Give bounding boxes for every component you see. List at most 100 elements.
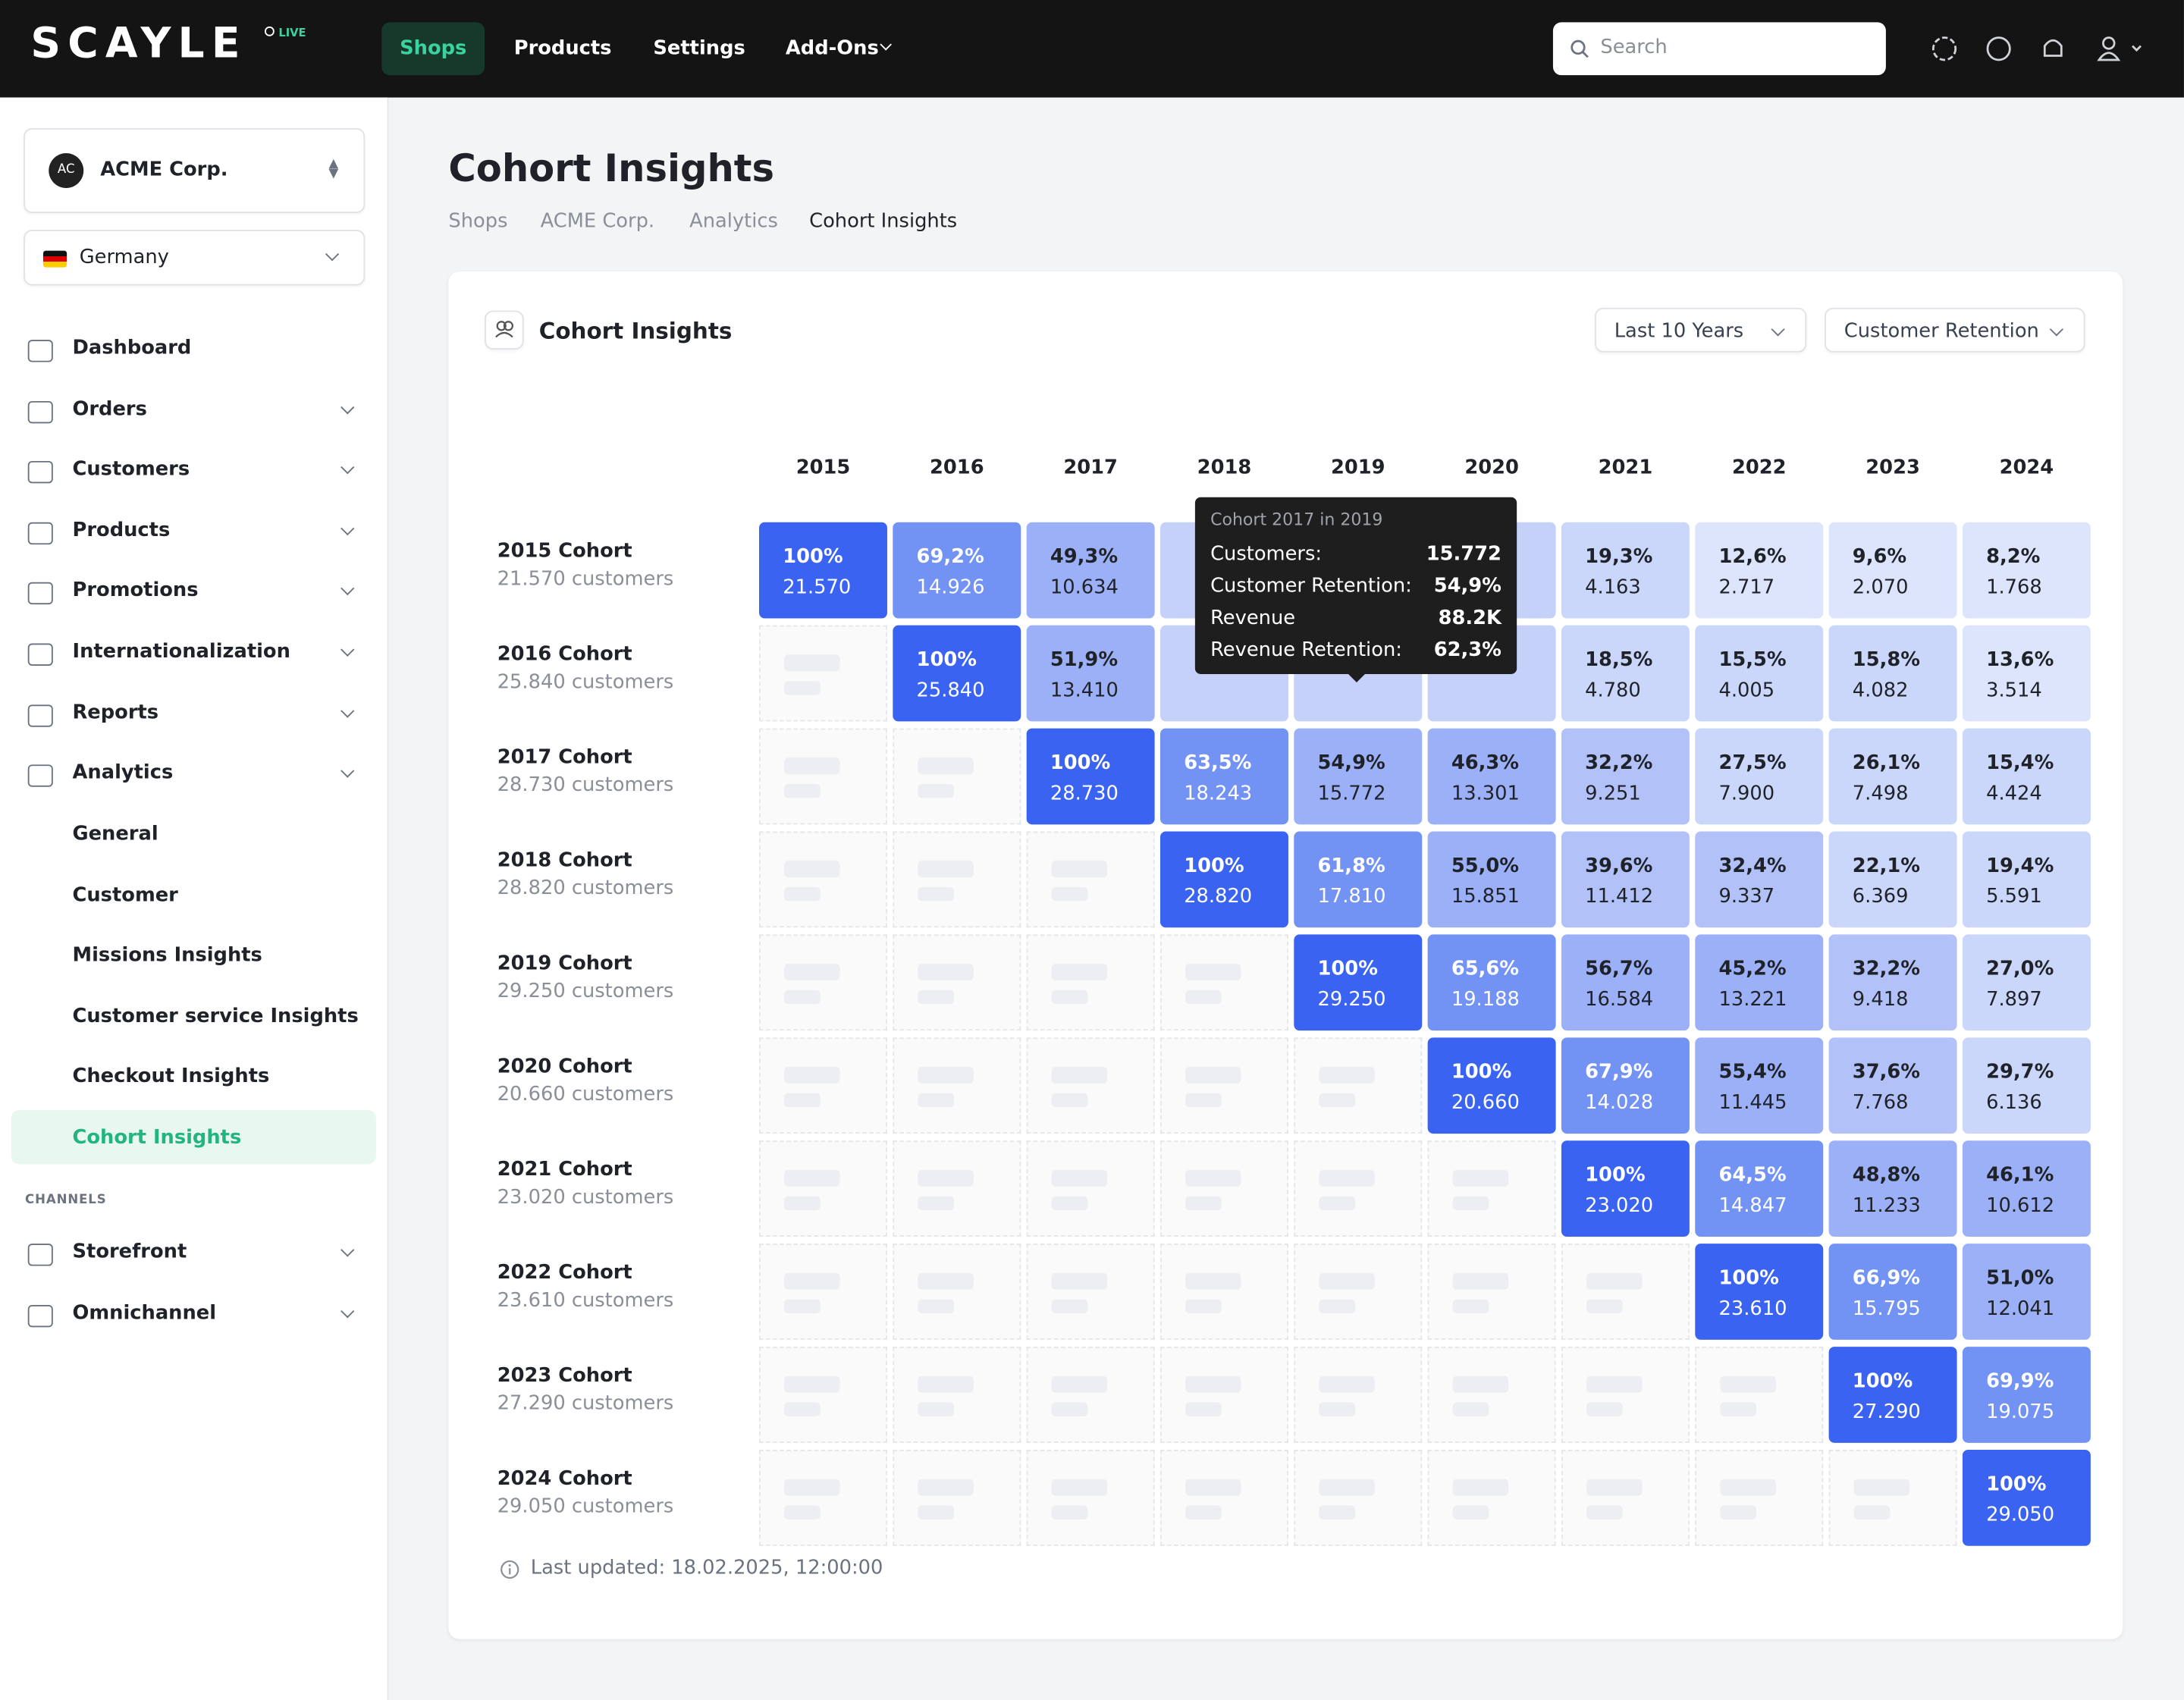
nav-item[interactable]: Promotions (72, 579, 199, 603)
cohort-cell[interactable]: 100% 23.610 (1695, 1244, 1824, 1340)
cohort-cell[interactable]: 49,3% 10.634 (1026, 522, 1155, 619)
country-select[interactable]: Germany (24, 230, 366, 286)
cohort-cell[interactable]: 100% 29.050 (1962, 1450, 2091, 1546)
cohort-cell[interactable]: 64,5% 14.847 (1695, 1140, 1824, 1237)
cohort-cell[interactable]: 55,4% 11.445 (1695, 1037, 1824, 1134)
cohort-cell[interactable]: 22,1% 6.369 (1828, 831, 1957, 928)
retention-pct: 46,3% (1451, 751, 1520, 775)
logo[interactable]: SCAYLE (30, 19, 247, 68)
cohort-cell[interactable]: 26,1% 7.498 (1828, 728, 1957, 825)
cohort-cell[interactable]: 15,4% 4.424 (1962, 728, 2091, 825)
nav-shops[interactable]: Shops (381, 22, 485, 76)
cohort-cell[interactable]: 66,9% 15.795 (1828, 1244, 1957, 1340)
nav-item[interactable]: Orders (72, 397, 147, 420)
cohort-cell[interactable]: 9,6% 2.070 (1828, 522, 1957, 619)
skeleton-bar (1051, 1375, 1108, 1393)
nav-settings[interactable]: Settings (653, 37, 745, 60)
retention-pct: 100% (1184, 855, 1244, 878)
cohort-cell[interactable]: 19,3% 4.163 (1561, 522, 1690, 619)
cohort-cell[interactable]: 15,5% 4.005 (1695, 625, 1824, 722)
tasks-icon[interactable] (1931, 36, 1957, 61)
cohort-cell[interactable]: 48,8% 11.233 (1828, 1140, 1957, 1237)
cohort-cell[interactable]: 37,6% 7.768 (1828, 1037, 1957, 1134)
skeleton-bar (1586, 1402, 1623, 1416)
cohort-cell[interactable]: 67,9% 14.028 (1561, 1037, 1690, 1134)
cohort-cell[interactable]: 100% 27.290 (1828, 1347, 1957, 1443)
cohort-cell[interactable]: 45,2% 13.221 (1695, 934, 1824, 1031)
nav-item[interactable]: Internationalization (72, 640, 290, 663)
skeleton-bar (1452, 1505, 1489, 1520)
nav-item[interactable]: Analytics (72, 762, 174, 785)
retention-pct: 37,6% (1852, 1061, 1921, 1084)
retention-pct: 100% (916, 648, 977, 672)
cohort-cell[interactable]: 29,7% 6.136 (1962, 1037, 2091, 1134)
cohort-cell[interactable]: 46,3% 13.301 (1427, 728, 1556, 825)
cohort-cell[interactable]: 8,2% 1.768 (1962, 522, 2091, 619)
cohort-cell[interactable]: 63,5% 18.243 (1159, 728, 1288, 825)
breadcrumb-item[interactable]: Analytics (689, 210, 778, 233)
submenu-item[interactable]: Missions Insights (72, 944, 262, 968)
org-switcher[interactable]: AC ACME Corp. ▲ ▼ (24, 127, 366, 214)
cohort-cell[interactable]: 61,8% 17.810 (1294, 831, 1423, 928)
nav-add-ons[interactable]: Add-Ons (785, 37, 879, 60)
cohort-cell[interactable]: 51,9% 13.410 (1026, 625, 1155, 722)
cohort-cell[interactable]: 13,6% 3.514 (1962, 625, 2091, 722)
cohort-cell[interactable]: 39,6% 11.412 (1561, 831, 1690, 928)
cohort-cell[interactable]: 18,5% 4.780 (1561, 625, 1690, 722)
retention-pct: 32,2% (1585, 751, 1653, 775)
cohort-cell[interactable]: 100% 20.660 (1427, 1037, 1556, 1134)
cohort-cell[interactable]: 12,6% 2.717 (1695, 522, 1824, 619)
cohort-cell[interactable]: 51,0% 12.041 (1962, 1244, 2091, 1340)
nav-products[interactable]: Products (513, 37, 612, 60)
breadcrumb-item[interactable]: Shops (448, 210, 508, 233)
channel-item[interactable]: Storefront (72, 1240, 187, 1263)
cohort-cell[interactable]: 100% 23.020 (1561, 1140, 1690, 1237)
cohort-cell[interactable]: 27,5% 7.900 (1695, 728, 1824, 825)
skeleton-bar (1319, 1169, 1375, 1187)
cohort-cell[interactable]: 15,8% 4.082 (1828, 625, 1957, 722)
cohort-cell[interactable]: 100% 28.730 (1026, 728, 1155, 825)
submenu-item[interactable]: General (72, 823, 158, 845)
channel-chevron (340, 1243, 355, 1257)
submenu-item[interactable]: Checkout Insights (72, 1065, 270, 1089)
skeleton-bar (1586, 1375, 1643, 1393)
channel-item[interactable]: Omnichannel (72, 1301, 217, 1324)
cohort-cell[interactable]: 32,2% 9.251 (1561, 728, 1690, 825)
cohort-cell[interactable]: 100% 28.820 (1159, 831, 1288, 928)
cohort-cell[interactable]: 55,0% 15.851 (1427, 831, 1556, 928)
cohort-cell[interactable]: 69,9% 19.075 (1962, 1347, 2091, 1443)
metric-filter[interactable]: Customer Retention (1825, 307, 2085, 353)
nav-item[interactable]: Reports (72, 701, 159, 724)
cohort-cell[interactable]: 100% 21.570 (759, 522, 887, 619)
empty-cell (1427, 1450, 1556, 1546)
nav-item[interactable]: Customers (72, 458, 190, 481)
cohort-cell[interactable]: 56,7% 16.584 (1561, 934, 1690, 1031)
breadcrumb-item[interactable]: ACME Corp. (540, 210, 655, 233)
cohort-cell[interactable]: 100% 25.840 (893, 625, 1021, 722)
skeleton-bar (1319, 1093, 1356, 1108)
submenu-item[interactable]: Cohort Insights (72, 1126, 242, 1150)
cohort-cell[interactable]: 32,2% 9.418 (1828, 934, 1957, 1031)
cohort-cell[interactable]: 19,4% 5.591 (1962, 831, 2091, 928)
cohort-cell[interactable]: 54,9% 15.772 (1294, 728, 1423, 825)
row-label: 2019 Cohort 29.250 customers (497, 934, 754, 1030)
cohort-cell[interactable]: 46,1% 10.612 (1962, 1140, 2091, 1237)
cohort-cell[interactable]: 69,2% 14.926 (893, 522, 1021, 619)
customer-count: 7.897 (1986, 989, 2042, 1012)
user-icon[interactable] (2102, 36, 2116, 50)
submenu-item[interactable]: Customer service Insights (72, 1005, 359, 1028)
nav-item[interactable]: Products (72, 519, 171, 542)
cohort-cell[interactable]: 65,6% 19.188 (1427, 934, 1556, 1031)
submenu-item[interactable]: Customer (72, 883, 178, 906)
nav-item[interactable]: Dashboard (72, 337, 192, 359)
cohort-cell[interactable]: 32,4% 9.337 (1695, 831, 1824, 928)
search-box[interactable]: Search (1552, 22, 1886, 76)
period-filter[interactable]: Last 10 Years (1595, 307, 1807, 353)
bell-icon[interactable] (2043, 39, 2063, 57)
cohort-cell[interactable]: 100% 29.250 (1294, 934, 1423, 1031)
logo-dot (264, 26, 275, 36)
empty-cell (1159, 1347, 1288, 1443)
cohort-cell[interactable]: 27,0% 7.897 (1962, 934, 2091, 1031)
help-icon[interactable] (1986, 36, 2011, 61)
